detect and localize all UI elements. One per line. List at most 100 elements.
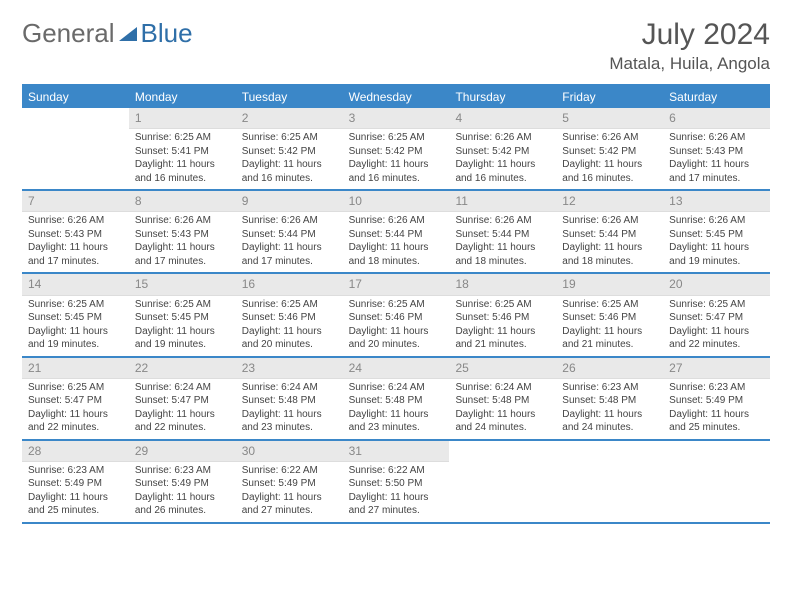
brand-logo: General Blue: [22, 18, 193, 49]
calendar-week-row: 1Sunrise: 6:25 AMSunset: 5:41 PMDaylight…: [22, 108, 770, 191]
day-details: Sunrise: 6:24 AMSunset: 5:48 PMDaylight:…: [449, 379, 556, 439]
sunset-line: Sunset: 5:42 PM: [349, 145, 444, 159]
daylight-line: Daylight: 11 hours and 16 minutes.: [349, 158, 444, 185]
day-details: Sunrise: 6:25 AMSunset: 5:46 PMDaylight:…: [449, 296, 556, 356]
day-details: Sunrise: 6:25 AMSunset: 5:41 PMDaylight:…: [129, 129, 236, 189]
sunrise-line: Sunrise: 6:26 AM: [562, 131, 657, 145]
calendar-body: 1Sunrise: 6:25 AMSunset: 5:41 PMDaylight…: [22, 108, 770, 524]
day-number: 14: [22, 274, 129, 295]
calendar-week-row: 14Sunrise: 6:25 AMSunset: 5:45 PMDayligh…: [22, 274, 770, 357]
sunset-line: Sunset: 5:43 PM: [135, 228, 230, 242]
daylight-line: Daylight: 11 hours and 18 minutes.: [562, 241, 657, 268]
weekday-header: Monday: [129, 86, 236, 108]
calendar-cell: 30Sunrise: 6:22 AMSunset: 5:49 PMDayligh…: [236, 441, 343, 522]
sunset-line: Sunset: 5:42 PM: [562, 145, 657, 159]
day-number: 3: [343, 108, 450, 129]
sunrise-line: Sunrise: 6:26 AM: [455, 214, 550, 228]
sunset-line: Sunset: 5:48 PM: [562, 394, 657, 408]
day-details: Sunrise: 6:25 AMSunset: 5:42 PMDaylight:…: [236, 129, 343, 189]
day-details: Sunrise: 6:22 AMSunset: 5:50 PMDaylight:…: [343, 462, 450, 522]
sunrise-line: Sunrise: 6:26 AM: [669, 214, 764, 228]
day-details: Sunrise: 6:25 AMSunset: 5:45 PMDaylight:…: [22, 296, 129, 356]
day-details: Sunrise: 6:25 AMSunset: 5:42 PMDaylight:…: [343, 129, 450, 189]
sunset-line: Sunset: 5:41 PM: [135, 145, 230, 159]
day-number: 29: [129, 441, 236, 462]
calendar-cell: 12Sunrise: 6:26 AMSunset: 5:44 PMDayligh…: [556, 191, 663, 272]
sunset-line: Sunset: 5:42 PM: [455, 145, 550, 159]
sunrise-line: Sunrise: 6:25 AM: [135, 131, 230, 145]
sunrise-line: Sunrise: 6:24 AM: [135, 381, 230, 395]
sunset-line: Sunset: 5:46 PM: [562, 311, 657, 325]
location-text: Matala, Huila, Angola: [609, 54, 770, 74]
daylight-line: Daylight: 11 hours and 16 minutes.: [242, 158, 337, 185]
weekday-header: Sunday: [22, 86, 129, 108]
sunrise-line: Sunrise: 6:26 AM: [669, 131, 764, 145]
day-details: Sunrise: 6:26 AMSunset: 5:43 PMDaylight:…: [22, 212, 129, 272]
sunrise-line: Sunrise: 6:25 AM: [28, 381, 123, 395]
calendar-cell: 6Sunrise: 6:26 AMSunset: 5:43 PMDaylight…: [663, 108, 770, 189]
calendar-cell: 24Sunrise: 6:24 AMSunset: 5:48 PMDayligh…: [343, 358, 450, 439]
daylight-line: Daylight: 11 hours and 24 minutes.: [455, 408, 550, 435]
weekday-header: Friday: [556, 86, 663, 108]
calendar-cell: [663, 441, 770, 522]
calendar-cell: 25Sunrise: 6:24 AMSunset: 5:48 PMDayligh…: [449, 358, 556, 439]
daylight-line: Daylight: 11 hours and 22 minutes.: [669, 325, 764, 352]
sunrise-line: Sunrise: 6:25 AM: [349, 298, 444, 312]
calendar-cell: 8Sunrise: 6:26 AMSunset: 5:43 PMDaylight…: [129, 191, 236, 272]
calendar-cell: 14Sunrise: 6:25 AMSunset: 5:45 PMDayligh…: [22, 274, 129, 355]
daylight-line: Daylight: 11 hours and 23 minutes.: [349, 408, 444, 435]
brand-part1: General: [22, 18, 115, 49]
calendar-cell: 22Sunrise: 6:24 AMSunset: 5:47 PMDayligh…: [129, 358, 236, 439]
day-number: 12: [556, 191, 663, 212]
day-details: Sunrise: 6:26 AMSunset: 5:43 PMDaylight:…: [129, 212, 236, 272]
daylight-line: Daylight: 11 hours and 17 minutes.: [28, 241, 123, 268]
day-number: 2: [236, 108, 343, 129]
sunset-line: Sunset: 5:44 PM: [562, 228, 657, 242]
sunset-line: Sunset: 5:50 PM: [349, 477, 444, 491]
sunset-line: Sunset: 5:43 PM: [28, 228, 123, 242]
daylight-line: Daylight: 11 hours and 16 minutes.: [135, 158, 230, 185]
day-number: 1: [129, 108, 236, 129]
calendar-cell: 20Sunrise: 6:25 AMSunset: 5:47 PMDayligh…: [663, 274, 770, 355]
calendar-cell: [22, 108, 129, 189]
daylight-line: Daylight: 11 hours and 27 minutes.: [242, 491, 337, 518]
daylight-line: Daylight: 11 hours and 19 minutes.: [669, 241, 764, 268]
day-number: 24: [343, 358, 450, 379]
calendar-week-row: 28Sunrise: 6:23 AMSunset: 5:49 PMDayligh…: [22, 441, 770, 524]
day-number: 8: [129, 191, 236, 212]
calendar-week-row: 21Sunrise: 6:25 AMSunset: 5:47 PMDayligh…: [22, 358, 770, 441]
calendar-week-row: 7Sunrise: 6:26 AMSunset: 5:43 PMDaylight…: [22, 191, 770, 274]
daylight-line: Daylight: 11 hours and 20 minutes.: [349, 325, 444, 352]
sunrise-line: Sunrise: 6:24 AM: [455, 381, 550, 395]
sunrise-line: Sunrise: 6:22 AM: [242, 464, 337, 478]
sunrise-line: Sunrise: 6:23 AM: [135, 464, 230, 478]
calendar-cell: 9Sunrise: 6:26 AMSunset: 5:44 PMDaylight…: [236, 191, 343, 272]
day-details: Sunrise: 6:23 AMSunset: 5:48 PMDaylight:…: [556, 379, 663, 439]
calendar-cell: 7Sunrise: 6:26 AMSunset: 5:43 PMDaylight…: [22, 191, 129, 272]
calendar-cell: 10Sunrise: 6:26 AMSunset: 5:44 PMDayligh…: [343, 191, 450, 272]
daylight-line: Daylight: 11 hours and 24 minutes.: [562, 408, 657, 435]
day-number: 15: [129, 274, 236, 295]
sunset-line: Sunset: 5:42 PM: [242, 145, 337, 159]
calendar-cell: 18Sunrise: 6:25 AMSunset: 5:46 PMDayligh…: [449, 274, 556, 355]
header: General Blue July 2024 Matala, Huila, An…: [22, 18, 770, 74]
sunrise-line: Sunrise: 6:25 AM: [669, 298, 764, 312]
calendar-cell: 5Sunrise: 6:26 AMSunset: 5:42 PMDaylight…: [556, 108, 663, 189]
sunrise-line: Sunrise: 6:24 AM: [349, 381, 444, 395]
calendar-cell: 27Sunrise: 6:23 AMSunset: 5:49 PMDayligh…: [663, 358, 770, 439]
day-number: 19: [556, 274, 663, 295]
calendar-cell: 3Sunrise: 6:25 AMSunset: 5:42 PMDaylight…: [343, 108, 450, 189]
day-details: Sunrise: 6:26 AMSunset: 5:42 PMDaylight:…: [449, 129, 556, 189]
weekday-header: Tuesday: [236, 86, 343, 108]
day-number: 22: [129, 358, 236, 379]
sunrise-line: Sunrise: 6:25 AM: [135, 298, 230, 312]
sunrise-line: Sunrise: 6:23 AM: [28, 464, 123, 478]
sunrise-line: Sunrise: 6:22 AM: [349, 464, 444, 478]
sunset-line: Sunset: 5:47 PM: [669, 311, 764, 325]
day-number: 7: [22, 191, 129, 212]
daylight-line: Daylight: 11 hours and 25 minutes.: [669, 408, 764, 435]
calendar-cell: 28Sunrise: 6:23 AMSunset: 5:49 PMDayligh…: [22, 441, 129, 522]
daylight-line: Daylight: 11 hours and 20 minutes.: [242, 325, 337, 352]
sunrise-line: Sunrise: 6:25 AM: [242, 131, 337, 145]
sunset-line: Sunset: 5:47 PM: [28, 394, 123, 408]
